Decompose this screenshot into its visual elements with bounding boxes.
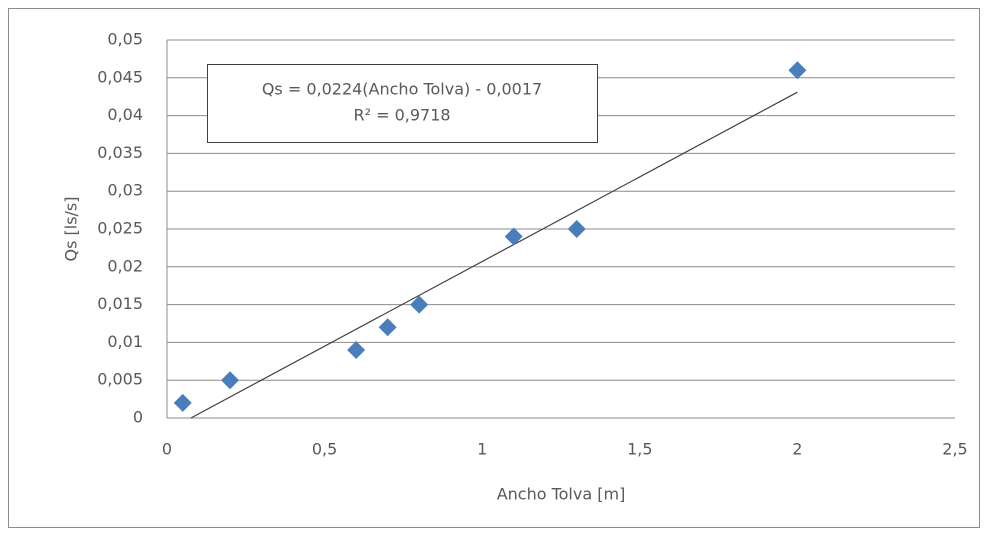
y-tick-label: 0,03: [107, 181, 143, 200]
annotation-box: [207, 64, 598, 143]
data-point: [567, 220, 586, 238]
data-point: [347, 340, 366, 359]
data-point: [788, 61, 807, 80]
y-tick-label: 0,01: [107, 332, 143, 351]
y-tick-label: 0,04: [107, 105, 143, 124]
y-tick-label: 0,02: [107, 256, 143, 275]
y-tick-label: 0,005: [97, 370, 143, 389]
data-point: [378, 318, 397, 337]
y-tick-label: 0,025: [97, 219, 143, 238]
data-point: [504, 227, 523, 246]
x-tick-label: 2,5: [942, 440, 967, 459]
y-tick-label: 0: [133, 408, 143, 427]
trendline: [190, 91, 798, 419]
data-point: [410, 295, 429, 314]
x-tick-label: 0,5: [312, 440, 337, 459]
x-tick-label: 0: [162, 440, 172, 459]
x-tick-label: 1: [477, 440, 487, 459]
y-axis-title: Qs [ls/s]: [62, 196, 81, 261]
y-tick-label: 0,045: [97, 67, 143, 86]
y-tick-label: 0,035: [97, 143, 143, 162]
annotation-text: R² = 0,9718: [353, 106, 450, 125]
x-tick-label: 1,5: [627, 440, 652, 459]
x-axis-title: Ancho Tolva [m]: [497, 485, 626, 504]
annotation-text: Qs = 0,0224(Ancho Tolva) - 0,0017: [262, 80, 542, 99]
y-tick-label: 0,015: [97, 294, 143, 313]
x-tick-label: 2: [792, 440, 802, 459]
data-point: [221, 371, 240, 390]
data-point: [173, 393, 192, 412]
y-tick-label: 0,05: [107, 30, 143, 49]
